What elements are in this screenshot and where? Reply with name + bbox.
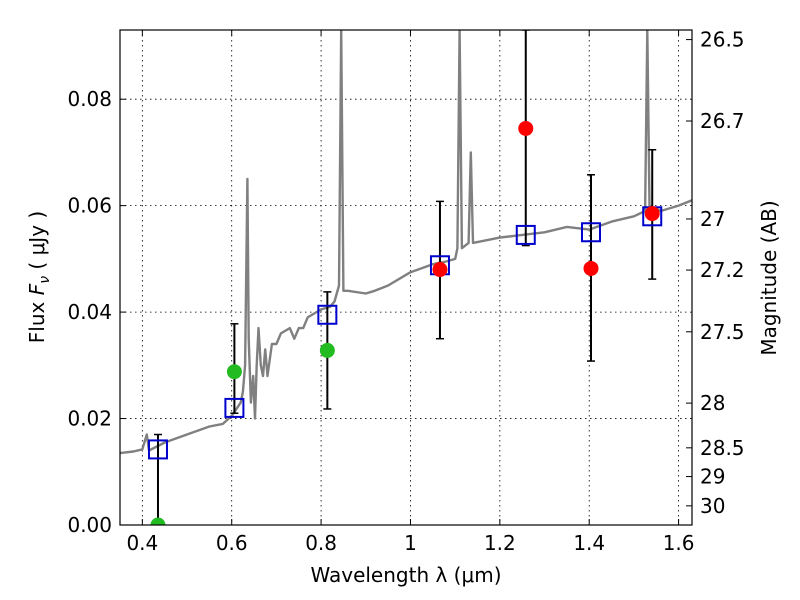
green-data-point (319, 342, 335, 358)
y2-tick-label: 30 (700, 494, 725, 518)
y2-axis-label: Magnitude (AB) (757, 200, 781, 355)
y-tick-label: 0.06 (67, 194, 112, 218)
point-layer (150, 120, 660, 525)
model-square-marker (515, 224, 536, 245)
y-axis-label-prefix: Flux (25, 295, 49, 343)
y2-tick-label: 27.2 (700, 258, 745, 282)
y2-tick-label: 27.5 (700, 320, 745, 344)
x-tick-label: 0.8 (305, 531, 337, 555)
model-square-marker (317, 304, 338, 325)
y-tick-label: 0.04 (67, 300, 112, 324)
y-axis-label: Flux Fν ( μJy ) (25, 211, 53, 343)
model-square-marker (581, 222, 602, 243)
y-tick-label: 0.00 (67, 513, 112, 537)
y-axis-label-suffix: ( μJy ) (25, 211, 49, 276)
red-data-point (518, 120, 534, 136)
model-square-marker (224, 397, 245, 418)
x-tick-label: 1.4 (573, 531, 605, 555)
y2-tick-label: 26.7 (700, 109, 745, 133)
red-data-point (644, 206, 660, 222)
x-tick-label: 0.6 (216, 531, 248, 555)
grid-lines (120, 30, 692, 525)
green-data-point (226, 364, 242, 380)
model-square-marker (147, 439, 168, 460)
x-tick-label: 1 (404, 531, 417, 555)
y-tick-label: 0.08 (67, 87, 112, 111)
y-axis-label-subscript: ν (37, 276, 53, 284)
x-axis-label: Wavelength λ (μm) (310, 563, 501, 587)
x-tick-label: 1.6 (663, 531, 695, 555)
plot-frame (119, 29, 693, 526)
green-data-point (150, 517, 166, 525)
y2-tick-label: 28.5 (700, 436, 745, 460)
ticks (120, 30, 692, 526)
x-tick-label: 0.4 (126, 531, 158, 555)
y2-tick-label: 26.5 (700, 28, 745, 52)
model-layer (120, 30, 692, 455)
y-tick-label: 0.02 (67, 407, 112, 431)
red-data-point (432, 262, 448, 278)
model-spectrum-line (120, 30, 692, 455)
tick-labels: 0.4 0.6 0.8 1 1.2 1.4 1.6 0.00 0.02 0.04 0.06 0.08 2… (67, 28, 744, 555)
y-axis-label-symbol: F (25, 283, 49, 295)
y2-tick-label: 29 (700, 465, 725, 489)
x-tick-label: 1.2 (484, 531, 516, 555)
y2-tick-label: 27 (700, 207, 725, 231)
y2-tick-label: 28 (700, 391, 725, 415)
red-data-point (583, 260, 599, 276)
square-marker-layer (147, 206, 663, 460)
